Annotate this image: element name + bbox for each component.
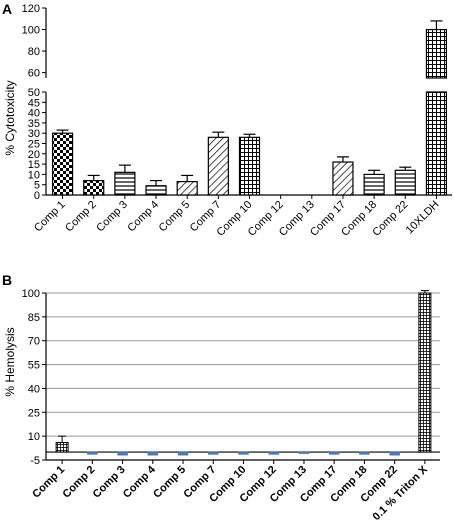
bar-comp-4 — [147, 451, 159, 456]
bar-comp-4 — [145, 185, 167, 196]
bar-comp-22 — [389, 451, 400, 456]
panel-b-y-tick-label: 55 — [28, 360, 40, 372]
panel-b-x-tick-label-comp-5: Comp 5 — [151, 464, 188, 501]
bar-comp-7 — [207, 136, 229, 196]
panel-b-y-tick-label: -5 — [30, 455, 40, 467]
bar-comp-3 — [117, 451, 128, 456]
panel-a-y-tick-label: 45 — [28, 97, 40, 109]
panel-b-y-tick-label: 25 — [28, 407, 40, 419]
panel-a-y-tick-label: 0 — [34, 190, 40, 202]
panel-b-label: B — [2, 272, 12, 288]
panel-a-y-tick-label: 20 — [28, 149, 40, 161]
panel-b-x-tick-label-comp-2: Comp 2 — [60, 464, 97, 501]
panel-a-bars — [51, 20, 448, 196]
panel-a-y-tick-label: 5 — [34, 180, 40, 192]
panel-b-axes — [42, 292, 440, 464]
panel-a-x-tick-label-comp-2: Comp 2 — [63, 199, 99, 235]
panel-b-y-axis-label: % Hemolysis — [3, 327, 17, 396]
bar-comp-2 — [87, 451, 98, 455]
bar-comp-5 — [176, 181, 198, 196]
bar-comp-5 — [177, 451, 189, 456]
bar-comp-10 — [238, 451, 249, 455]
panel-a-y-tick-label: 15 — [28, 159, 40, 171]
bar-comp-22 — [394, 169, 416, 196]
panel-b-y-tick-label: 100 — [22, 288, 40, 300]
panel-b-x-tick-label-0-1-triton-x: 0.1 % Triton X — [371, 463, 431, 523]
panel-a-y-tick-label: 50 — [28, 87, 40, 99]
panel-b-y-tick-label: 85 — [28, 312, 40, 324]
panel-a-y-tick-label: 100 — [22, 25, 40, 37]
panel-b-y-tick-label: 10 — [28, 431, 40, 443]
panel-b-bars — [55, 290, 432, 456]
bar-comp-18 — [363, 173, 385, 196]
panel-a-x-tick-label-comp-1: Comp 1 — [32, 199, 68, 235]
bar-comp-3 — [114, 171, 136, 196]
panel-a-y-tick-label: 120 — [22, 3, 40, 15]
panel-a-label: A — [2, 1, 12, 17]
bar-comp-1 — [51, 132, 74, 196]
panel-a-y-tick-label: 40 — [28, 108, 40, 120]
panel-a-y-tick-label: 30 — [28, 128, 40, 140]
bar-comp-2 — [83, 179, 105, 196]
panel-a-x-tick-label-comp-4: Comp 4 — [125, 199, 161, 235]
bar-comp-13 — [298, 451, 310, 454]
panel-b-gridlines — [46, 292, 440, 437]
bar-10xldh-lower — [425, 91, 448, 196]
bar-comp-17 — [328, 451, 340, 455]
panel-a-x-tick-label-comp-3: Comp 3 — [94, 199, 130, 235]
bar-10xldh-upper — [425, 28, 448, 79]
bar-comp-10 — [238, 136, 261, 196]
bar-comp-1 — [55, 442, 69, 453]
bar-comp-17 — [332, 161, 354, 196]
panel-b-y-tick-label: 40 — [28, 383, 40, 395]
panel-a-y-tick-label: 10 — [28, 169, 40, 181]
panel-a-y-tick-label: 80 — [28, 46, 40, 58]
panel-a-y-axis-label: % Cytotoxicity — [3, 80, 17, 155]
panel-b-y-tick-label: 70 — [28, 336, 40, 348]
bar-0-1-triton-x — [418, 292, 432, 453]
panel-a-x-tick-label-comp-5: Comp 5 — [157, 199, 193, 235]
panel-a-y-tick-label: 60 — [28, 68, 40, 80]
bar-comp-18 — [359, 451, 370, 455]
panel-b-x-tick-label-comp-3: Comp 3 — [91, 464, 128, 501]
panel-b-x-tick-label-comp-1: Comp 1 — [30, 464, 67, 501]
panel-a-y-tick-label: 25 — [28, 139, 40, 151]
panel-a-y-tick-label: 35 — [28, 118, 40, 130]
bar-comp-12 — [268, 451, 279, 455]
bar-comp-7 — [208, 451, 219, 455]
panel-a-x-tick-label-10xldh: 10XLDH — [404, 199, 442, 237]
